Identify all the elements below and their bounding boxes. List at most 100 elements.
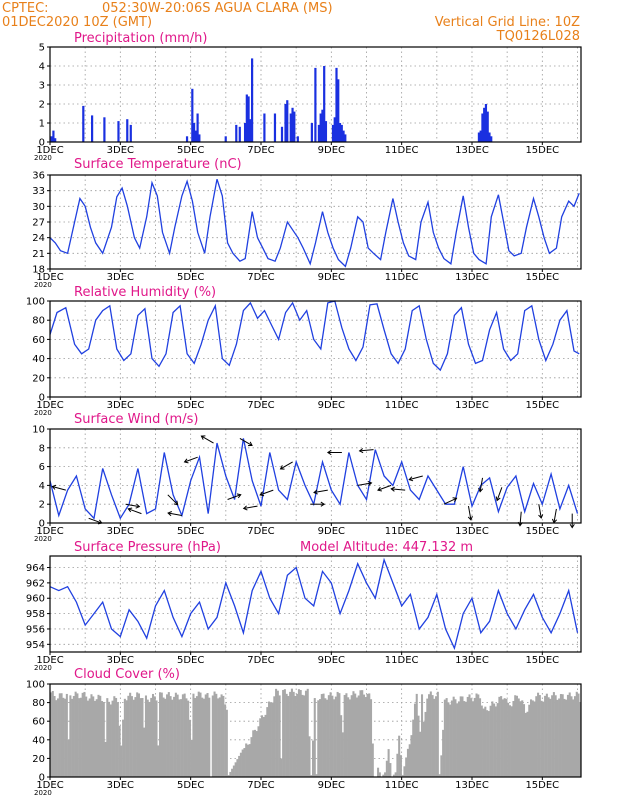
- cloud-bar: [183, 693, 186, 777]
- x-tick-label: 11DEC: [385, 400, 419, 411]
- wind-arrow-head: [467, 515, 473, 521]
- cloud-bar: [568, 692, 571, 777]
- cloud-bar: [431, 695, 434, 777]
- cloud-bar: [429, 691, 432, 777]
- x-tick-label: 3DEC: [107, 655, 134, 666]
- y-tick-label: 954: [26, 640, 45, 651]
- cloud-bar: [79, 697, 82, 777]
- cloud-bar: [273, 696, 276, 777]
- cloud-bar: [477, 694, 480, 777]
- cloud-bar: [125, 700, 128, 777]
- cloud-bar: [280, 758, 283, 777]
- cloud-bar: [301, 694, 304, 777]
- cloud-bar: [157, 745, 160, 777]
- precip-bar: [103, 117, 106, 142]
- x-tick-label: 1DEC: [36, 655, 63, 666]
- header-date: 01DEC2020 10Z (GMT): [2, 15, 152, 30]
- y-tick-label: 962: [26, 578, 45, 589]
- cloud-bar: [136, 692, 139, 777]
- cloud-bar: [282, 690, 285, 777]
- wind-arrow: [326, 449, 342, 456]
- y-tick-label: 0: [39, 773, 45, 784]
- cloud-bar: [326, 699, 329, 777]
- cloud-bar: [392, 774, 395, 777]
- x-tick-label: 3DEC: [107, 400, 134, 411]
- wind-arrow-shaft: [377, 484, 392, 491]
- wind-arrow-head: [200, 435, 206, 440]
- cloud-bar: [283, 689, 286, 777]
- cloud-bar: [322, 693, 325, 777]
- cloud-bar: [566, 694, 569, 777]
- cloud-bar: [396, 753, 399, 777]
- cloud-bar: [452, 696, 455, 777]
- cloud-title: Cloud Cover (%): [74, 667, 180, 682]
- wind-arrow-shaft: [243, 505, 258, 510]
- cloud-bar: [248, 744, 251, 777]
- y-tick-label: 33: [32, 186, 45, 197]
- cloud-bar: [50, 692, 53, 777]
- y-tick-label: 2: [39, 100, 45, 111]
- cloud-bar: [422, 722, 425, 777]
- cloud-bar: [449, 704, 452, 777]
- cloud-bar: [85, 696, 88, 777]
- precip-bar: [291, 107, 294, 142]
- cloud-bar: [174, 692, 177, 777]
- cloud-bar: [220, 694, 223, 777]
- cloud-bar: [480, 705, 483, 777]
- cloud-bar: [577, 693, 580, 777]
- cloud-bar: [234, 762, 237, 777]
- wind-arrow-shaft: [125, 503, 140, 508]
- y-tick-label: 2: [39, 500, 45, 511]
- cloud-bar: [359, 690, 362, 777]
- cloud-bar: [565, 699, 568, 777]
- cloud-bar: [190, 739, 193, 777]
- precip-bar: [52, 130, 55, 142]
- x-tick-label: 13DEC: [455, 400, 489, 411]
- pressure-panel: Surface Pressure (hPa) Model Altitude: 4…: [26, 540, 582, 672]
- cloud-bar: [275, 688, 278, 777]
- cloud-bar: [377, 767, 380, 777]
- cloud-bar: [554, 695, 557, 777]
- cloud-bar: [522, 704, 526, 777]
- cloud-bar: [71, 698, 74, 777]
- wind-arrow-head: [495, 496, 501, 502]
- cloud-bar: [255, 731, 258, 777]
- cloud-bar: [435, 696, 438, 777]
- wind-arrow-head: [279, 465, 285, 470]
- x-tick-label: 13DEC: [455, 145, 489, 156]
- wind-arrow: [125, 503, 141, 509]
- y-tick-label: 100: [26, 297, 45, 308]
- cloud-bar: [464, 701, 468, 777]
- cloud-bar: [387, 749, 390, 777]
- cloud-bar: [122, 719, 125, 777]
- precip-bar: [247, 96, 250, 142]
- cloud-bar: [398, 735, 401, 777]
- wind-arrow-head: [127, 507, 133, 513]
- cloud-bar: [357, 695, 360, 777]
- y-tick-label: 4: [39, 481, 45, 492]
- wind-arrow-shaft: [496, 487, 503, 501]
- cloud-bar: [86, 700, 89, 777]
- wind-arrow-shaft: [538, 504, 542, 519]
- cloud-bar: [53, 696, 56, 777]
- cloud-bar: [148, 701, 151, 777]
- x-tick-label: 1DEC: [36, 780, 63, 791]
- cloud-bar: [187, 700, 190, 777]
- cloud-bar: [551, 695, 554, 777]
- cloud-panel: Cloud Cover (%) 0 20 40 60 80 100 1DEC 3DEC 5DEC…: [26, 667, 582, 797]
- cloud-bar: [510, 706, 513, 777]
- y-tick-label: 5: [39, 43, 45, 54]
- cloud-bar: [540, 700, 543, 777]
- wind-arrow-head: [313, 489, 318, 495]
- y-tick-label: 60: [32, 717, 45, 728]
- wind-arrow-head: [538, 514, 544, 519]
- cloud-bar: [262, 716, 265, 777]
- temperature-panel: Surface Temperature (nC) 182124273033361…: [32, 157, 582, 289]
- cloud-bar: [113, 696, 116, 777]
- year-label: 2020: [34, 664, 52, 672]
- cloud-bar: [204, 694, 207, 777]
- cloud-bar: [208, 697, 211, 777]
- wind-title: Surface Wind (m/s): [74, 412, 198, 427]
- cloud-bar: [67, 739, 70, 777]
- wind-arrow-shaft: [184, 456, 198, 463]
